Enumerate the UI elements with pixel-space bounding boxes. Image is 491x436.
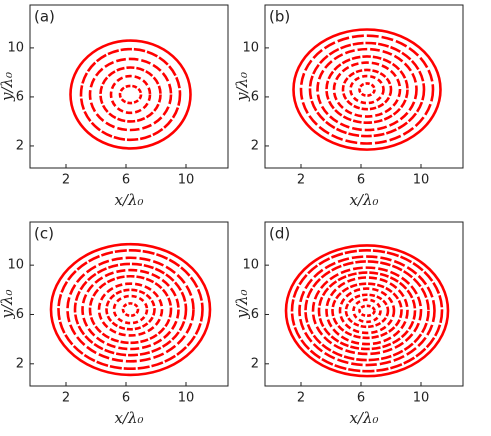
panel-label: (c) [34, 225, 54, 243]
y-tick-label: 2 [251, 138, 259, 153]
ring [88, 274, 173, 345]
ring [349, 74, 385, 105]
x-tick-label: 6 [357, 391, 365, 406]
x-axis-label: x/λ₀ [349, 409, 378, 427]
panel-label: (b) [269, 8, 290, 26]
ring [99, 66, 162, 123]
ring [49, 242, 212, 377]
x-tick-label: 6 [122, 173, 130, 188]
ring [317, 271, 417, 351]
y-tick-label: 10 [242, 40, 259, 55]
ring [105, 288, 156, 331]
ring [118, 84, 143, 105]
y-tick-label: 10 [242, 258, 259, 273]
y-tick-label: 6 [16, 89, 24, 104]
x-tick-label: 2 [297, 173, 305, 188]
ring [325, 55, 409, 124]
y-axis-label: y/λ₀ [0, 72, 16, 102]
x-tick-label: 2 [297, 391, 305, 406]
x-axis-label: x/λ₀ [114, 409, 143, 427]
axes-box [29, 221, 229, 387]
ring [352, 298, 382, 324]
x-tick-label: 10 [413, 173, 430, 188]
ring [109, 74, 152, 115]
ring [311, 266, 423, 356]
ring [358, 304, 376, 318]
x-tick-label: 10 [178, 391, 195, 406]
x-tick-label: 2 [62, 173, 70, 188]
ring [88, 57, 173, 132]
axes-box [264, 4, 464, 169]
plot-area [69, 39, 192, 150]
x-axis-label: x/λ₀ [114, 191, 143, 209]
ring [69, 39, 192, 150]
ring [79, 47, 182, 142]
ring [57, 249, 204, 371]
ring [341, 68, 393, 111]
y-tick-label: 10 [7, 258, 24, 273]
y-axis-label: y/λ₀ [233, 72, 251, 102]
x-tick-label: 6 [122, 391, 130, 406]
y-tick-label: 2 [16, 138, 24, 153]
ring [81, 268, 180, 351]
ring [338, 287, 396, 335]
ring [298, 255, 436, 367]
y-tick-label: 2 [251, 356, 259, 371]
ring [284, 244, 450, 378]
ring [66, 256, 195, 363]
ring [292, 28, 442, 151]
ring [331, 282, 403, 340]
axes-box [29, 4, 229, 169]
ring [121, 302, 140, 318]
panel-label: (a) [34, 8, 55, 26]
ring [290, 249, 444, 373]
y-axis-label: y/λ₀ [233, 289, 251, 319]
ring [112, 294, 149, 325]
y-tick-label: 10 [7, 40, 24, 55]
y-tick-label: 6 [251, 307, 259, 322]
y-tick-label: 6 [16, 307, 24, 322]
ring [73, 262, 188, 357]
y-tick-label: 2 [16, 356, 24, 371]
ring [332, 61, 402, 118]
x-tick-label: 6 [357, 173, 365, 188]
ring [299, 34, 435, 145]
x-axis-label: x/λ₀ [349, 191, 378, 209]
plot-area [49, 242, 212, 377]
ring [316, 47, 418, 132]
ring [304, 260, 430, 362]
ring [358, 82, 376, 97]
axes-box [264, 221, 464, 387]
y-axis-label: y/λ₀ [0, 289, 16, 319]
y-tick-label: 6 [251, 89, 259, 104]
x-tick-label: 10 [178, 173, 195, 188]
plot-area [292, 28, 442, 151]
ring [308, 41, 426, 138]
plot-area [284, 244, 450, 378]
ring [325, 276, 409, 346]
ring [97, 282, 164, 337]
x-tick-label: 10 [413, 391, 430, 406]
x-tick-label: 2 [62, 391, 70, 406]
ring [344, 293, 390, 329]
panel-label: (d) [269, 225, 290, 243]
